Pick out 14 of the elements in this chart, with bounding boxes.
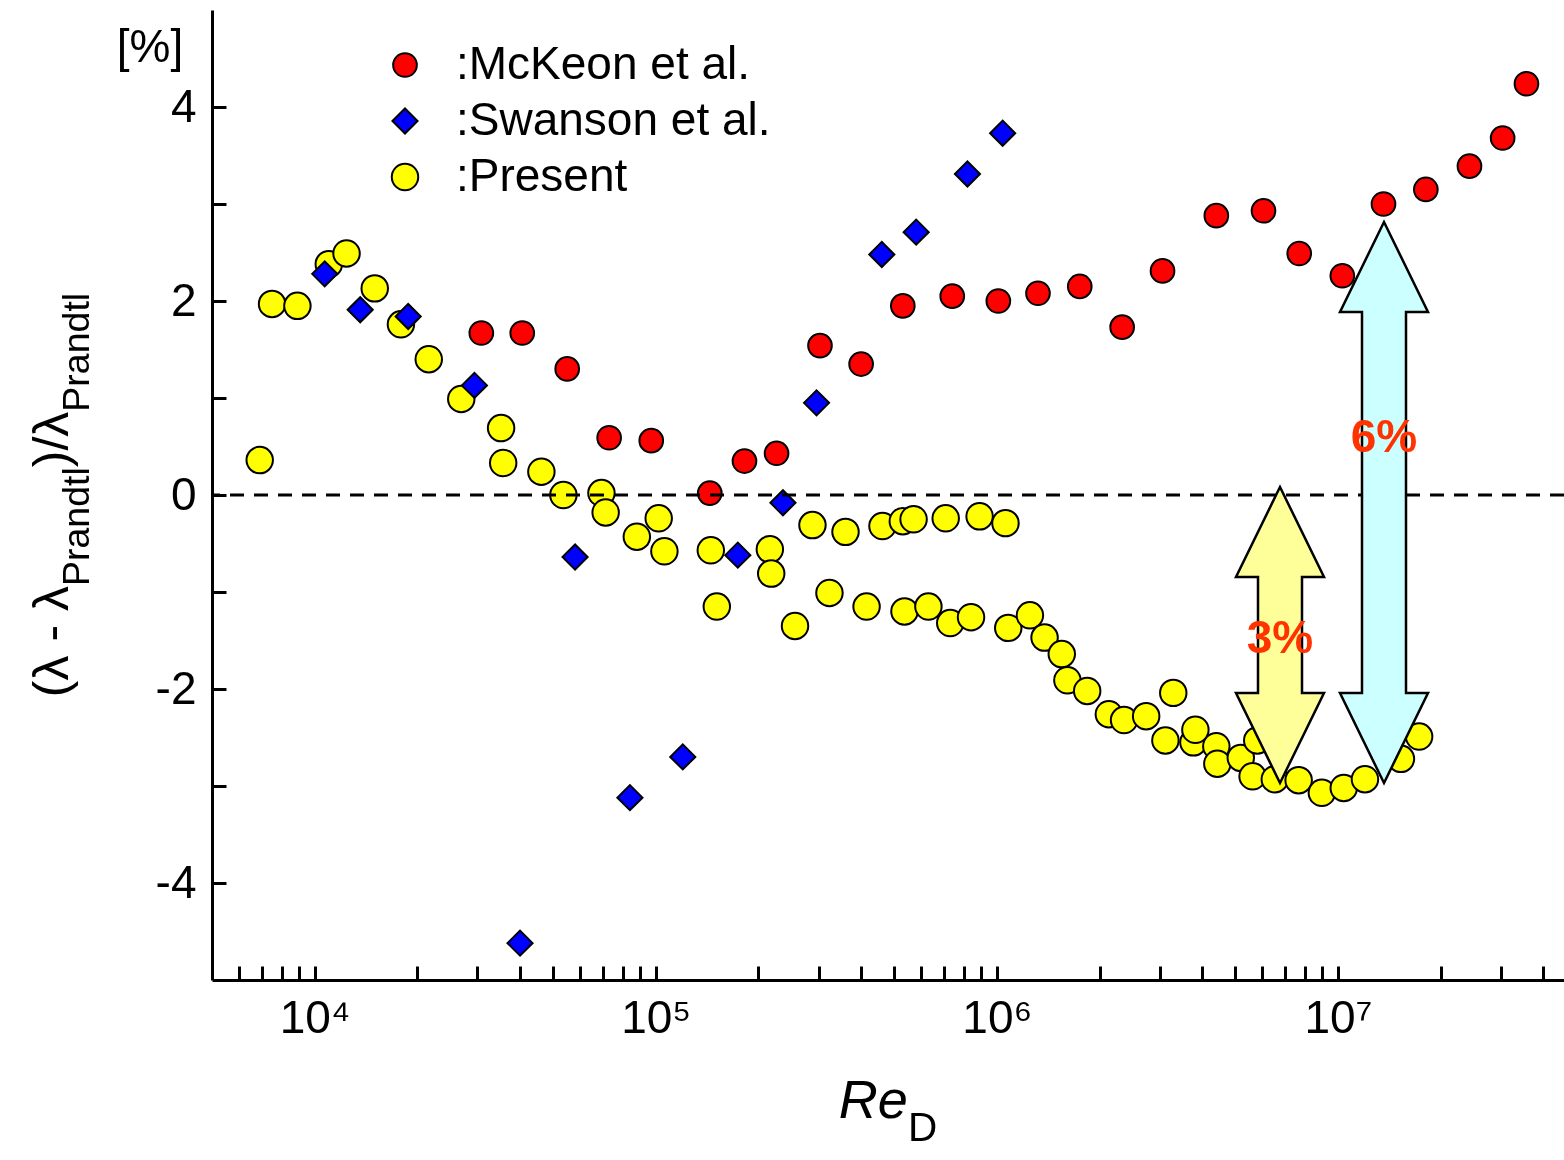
legend-label: :Present: [456, 149, 628, 201]
text: [%]: [116, 20, 184, 72]
x-tick-label: 10⁶: [962, 990, 1033, 1043]
y-tick-label: 0: [170, 467, 197, 520]
legend-label: :Swanson et al.: [456, 93, 771, 145]
legend-label: :McKeon et al.: [456, 37, 751, 89]
y-tick-label: -2: [155, 661, 197, 714]
x-tick-label: 10⁷: [1304, 990, 1373, 1043]
x-tick-label: 10⁵: [621, 990, 692, 1043]
y-tick-label: -4: [155, 855, 197, 908]
x-axis-title: Re$_{D}$: [838, 1069, 938, 1150]
y-tick-label: 4: [170, 79, 197, 132]
y-tick-label: 2: [170, 273, 197, 326]
x-tick-label: 10⁴: [279, 990, 351, 1043]
